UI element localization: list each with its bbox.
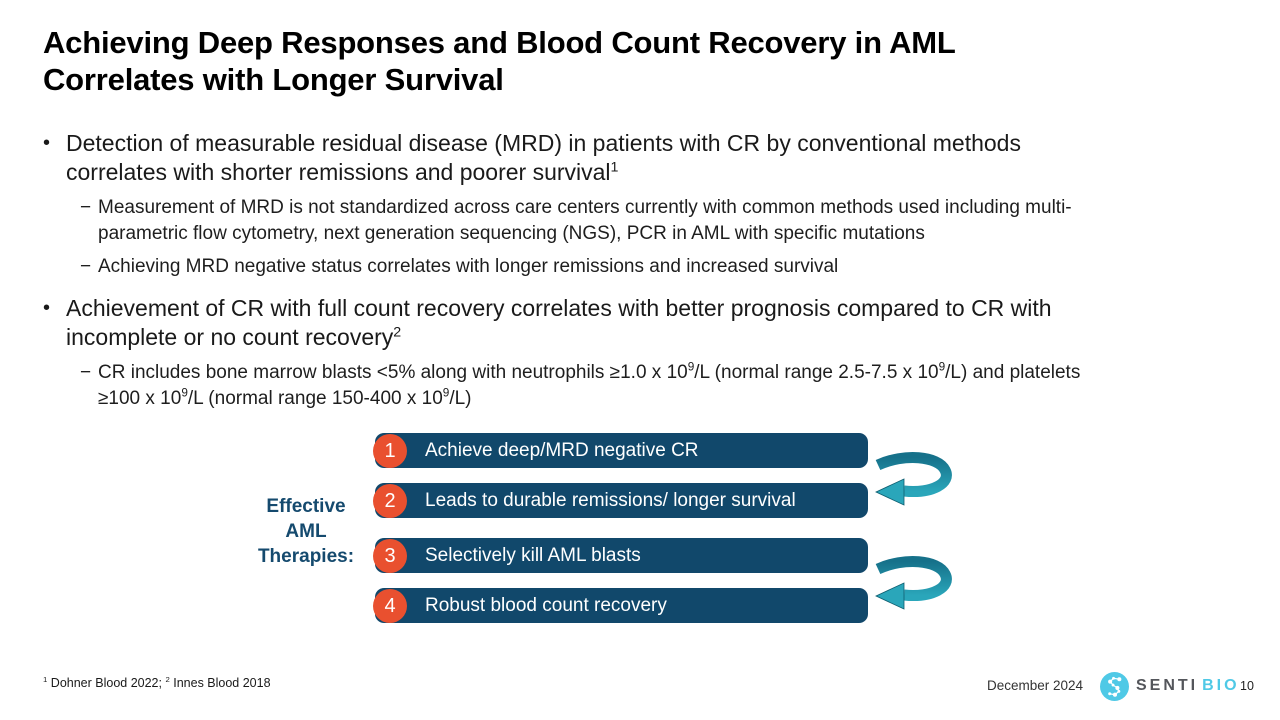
step-label: Selectively kill AML blasts — [425, 544, 641, 566]
bullet-marker: • — [43, 132, 51, 154]
loop-arrow-icon — [875, 452, 952, 506]
sub-bullet-item: − Achieving MRD negative status correlat… — [80, 254, 1228, 280]
page-number: 10 — [1240, 679, 1254, 693]
bullet-text: Detection of measurable residual disease… — [66, 130, 1021, 185]
step-number-badge: 2 — [373, 484, 407, 518]
loop-arrow-icon — [875, 556, 952, 610]
step-bar-3: 3 Selectively kill AML blasts — [373, 538, 868, 573]
step-number-badge: 4 — [373, 589, 407, 623]
dash-marker: − — [80, 256, 92, 277]
step-label: Achieve deep/MRD negative CR — [425, 439, 699, 461]
bullet-text: Achievement of CR with full count recove… — [66, 295, 1052, 350]
step-label: Leads to durable remissions/ longer surv… — [425, 489, 796, 511]
logo-icon — [1100, 671, 1129, 701]
sub-bullet-text: Measurement of MRD is not standardized a… — [98, 197, 1072, 244]
footnote: 1 Dohner Blood 2022; 2 Innes Blood 2018 — [43, 674, 271, 690]
step-number-badge: 3 — [373, 539, 407, 573]
sub-bullet-text: CR includes bone marrow blasts <5% along… — [98, 360, 1081, 409]
step-bar-2: 2 Leads to durable remissions/ longer su… — [373, 483, 868, 518]
step-bar-4: 4 Robust blood count recovery — [373, 588, 868, 623]
page-title: Achieving Deep Responses and Blood Count… — [43, 25, 956, 98]
step-number-badge: 1 — [373, 434, 407, 468]
logo-text-bio: BIO — [1202, 677, 1240, 694]
slide-date: December 2024 — [987, 678, 1084, 693]
bullet-list: • Detection of measurable residual disea… — [43, 129, 1228, 419]
dash-marker: − — [80, 197, 92, 218]
sub-bullet-item: − Measurement of MRD is not standardized… — [80, 195, 1228, 247]
label-line: Therapies: — [257, 546, 355, 567]
label-line: AML — [285, 521, 327, 542]
step-label: Robust blood count recovery — [425, 594, 667, 616]
sub-bullet-item: − CR includes bone marrow blasts <5% alo… — [80, 360, 1228, 412]
label-line: Effective — [266, 496, 346, 517]
bullet-marker: • — [43, 297, 51, 319]
sub-bullet-text: Achieving MRD negative status correlates… — [98, 256, 839, 277]
step-bar-1: 1 Achieve deep/MRD negative CR — [373, 433, 868, 468]
bullet-item: • Achievement of CR with full count reco… — [43, 294, 1228, 352]
senti-bio-logo: SENTI BIO — [1100, 671, 1240, 701]
effective-therapies-label: Effective AML Therapies: — [245, 494, 367, 569]
dash-marker: − — [80, 362, 92, 383]
bullet-item: • Detection of measurable residual disea… — [43, 129, 1228, 187]
logo-text-senti: SENTI — [1136, 677, 1199, 694]
